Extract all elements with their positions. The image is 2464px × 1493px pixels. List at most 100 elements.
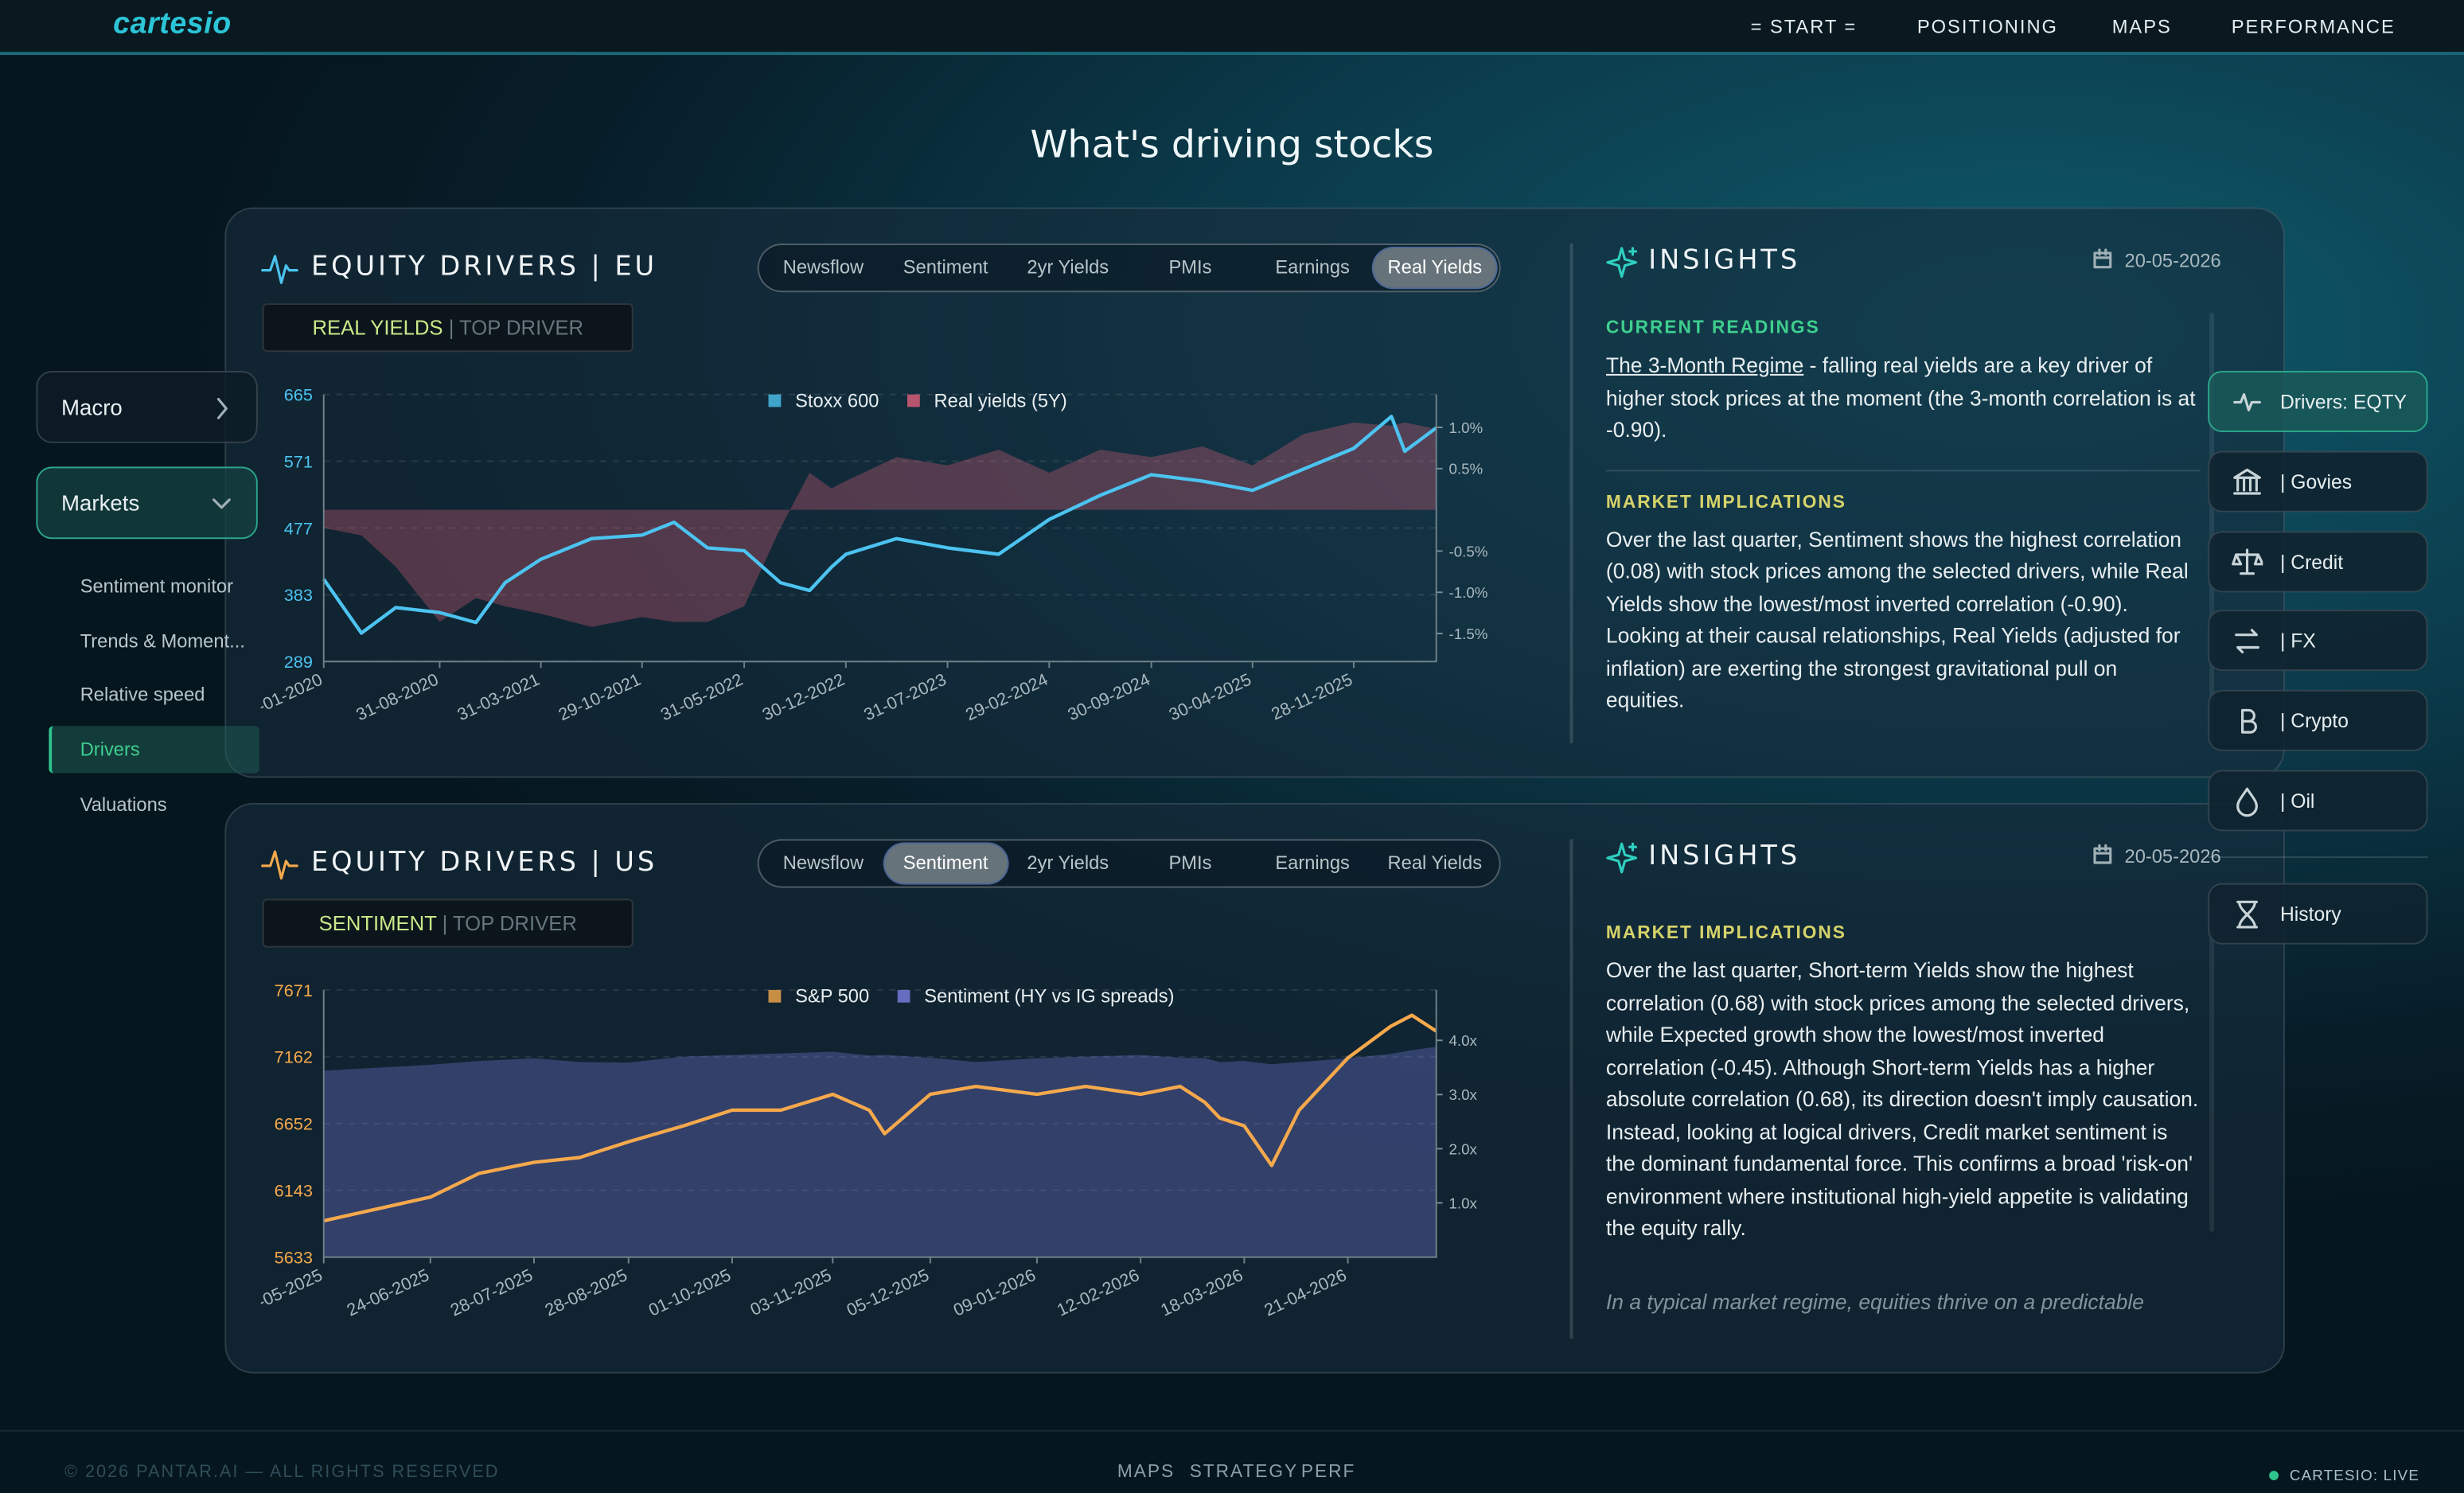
- sidebar-item[interactable]: Sentiment monitor: [80, 575, 233, 598]
- page-title: What's driving stocks: [1030, 123, 1434, 167]
- axis-frame: [322, 394, 1437, 663]
- icon-shape: [212, 498, 231, 509]
- x-tick-label: 30-09-2024: [1065, 669, 1153, 725]
- divider: [1569, 244, 1573, 743]
- y-tick-label: 5633: [275, 1247, 313, 1267]
- icon: [1606, 842, 1638, 874]
- section-text: Over the last quarter, Short-term Yields…: [1606, 955, 2200, 1245]
- right-menu-button[interactable]: Drivers: EQTY: [2208, 370, 2428, 432]
- x-tick-label: 03-11-2025: [747, 1265, 835, 1320]
- legend-swatch: [768, 394, 782, 407]
- right-menu-label: | Govies: [2279, 471, 2353, 493]
- right-menu-label: | Oil: [2279, 790, 2315, 813]
- y2-tick-label: 1.0%: [1448, 419, 1483, 436]
- x-tick-label: 31-07-2023: [860, 669, 949, 725]
- sidebar-item[interactable]: Relative speed: [80, 683, 205, 706]
- sidebar-item[interactable]: Valuations: [80, 793, 167, 816]
- y2-tick-label: 2.0x: [1448, 1140, 1477, 1157]
- sidebar-item[interactable]: Drivers: [80, 739, 140, 761]
- logo[interactable]: cartesio: [113, 7, 232, 41]
- right-menu-button[interactable]: | Oil: [2208, 770, 2428, 832]
- icon: [2233, 393, 2261, 411]
- icon-shape: [2236, 900, 2258, 929]
- insights-section: MARKET IMPLICATIONS Over the last quarter…: [1606, 914, 2200, 1245]
- nav-link[interactable]: MAPS: [2111, 15, 2172, 38]
- section-body: - falling real yields are a key driver o…: [1605, 353, 2196, 442]
- right-menu-label: Drivers: EQTY: [2279, 391, 2407, 414]
- nav-link[interactable]: PERFORMANCE: [2231, 15, 2396, 38]
- scroll-track: [2209, 312, 2215, 743]
- insights-section: CURRENT READINGS The 3-Month Regime - fal…: [1606, 310, 2200, 447]
- y-tick-label: 6143: [275, 1180, 313, 1200]
- section-text: Over the last quarter, Sentiment shows t…: [1606, 524, 2200, 717]
- regime-link[interactable]: The 3-Month Regime: [1605, 353, 1804, 377]
- tab[interactable]: 2yr Yields: [1027, 852, 1109, 874]
- section-body: Over the last quarter, Short-term Yields…: [1605, 958, 2199, 1240]
- nav-link[interactable]: POSITIONING: [1916, 15, 2058, 38]
- badge-label: | TOP DRIVER: [443, 315, 583, 340]
- nav-link[interactable]: = START =: [1750, 15, 1858, 38]
- tab[interactable]: Real Yields: [1373, 248, 1496, 288]
- copyright: © 2026 PANTAR.AI — ALL RIGHTS RESERVED: [64, 1463, 500, 1482]
- icon: [1606, 247, 1638, 279]
- x-tick-label: 18-03-2026: [1157, 1265, 1246, 1320]
- group-label: Markets: [61, 490, 140, 516]
- sidebar-group[interactable]: Macro: [36, 370, 258, 443]
- right-menu-button[interactable]: | Credit: [2208, 531, 2428, 593]
- footer-link[interactable]: PERF: [1300, 1463, 1356, 1482]
- x-tick-label: 20-05-2025: [261, 1265, 326, 1320]
- right-menu-label: History: [2279, 903, 2341, 926]
- legend-label: S&P 500: [795, 987, 869, 1008]
- badge-driver: REAL YIELDS: [312, 315, 443, 340]
- right-menu-button[interactable]: | Govies: [2208, 450, 2428, 513]
- x-tick-label: 29-10-2021: [556, 669, 644, 725]
- y-tick-label: 477: [284, 518, 313, 538]
- section-text: In a typical market regime, equities thr…: [1606, 1286, 2200, 1318]
- tab[interactable]: PMIs: [1168, 852, 1212, 874]
- y2-tick-label: 4.0x: [1448, 1032, 1477, 1049]
- y2-tick-label: 1.0x: [1448, 1195, 1477, 1211]
- group-label: Macro: [61, 394, 123, 420]
- x-tick-label: 09-01-2026: [950, 1265, 1039, 1320]
- panel-title: EQUITY DRIVERS | EU: [310, 251, 658, 283]
- y-tick-label: 383: [284, 585, 313, 605]
- icon-shape: [261, 850, 298, 880]
- y-tick-label: 7671: [275, 980, 313, 1000]
- icon: [2241, 708, 2257, 734]
- footer-link[interactable]: MAPS: [1117, 1463, 1175, 1482]
- y2-tick-label: -1.0%: [1448, 584, 1487, 601]
- x-tick-label: 28-07-2025: [447, 1265, 536, 1320]
- top-nav: cartesio = START = POSITIONING MAPS PERFORMA…: [0, 0, 2464, 56]
- badge-label: | TOP DRIVER: [436, 911, 577, 935]
- insights-title: INSIGHTS: [1648, 245, 1801, 277]
- tab[interactable]: PMIs: [1168, 255, 1212, 279]
- tab[interactable]: Real Yields: [1387, 852, 1483, 874]
- tab[interactable]: Earnings: [1275, 255, 1350, 279]
- right-menu-button[interactable]: | Crypto: [2208, 689, 2428, 751]
- active-item-bg: [49, 726, 259, 774]
- icon-shape: [2093, 844, 2112, 864]
- tab[interactable]: Newsflow: [782, 255, 864, 279]
- section-heading: CURRENT READINGS: [1605, 318, 1820, 338]
- icon-shape: [2235, 629, 2259, 653]
- sidebar-item[interactable]: Trends & Moment...: [80, 630, 245, 653]
- sidebar-group[interactable]: Markets: [36, 466, 258, 540]
- tab[interactable]: Sentiment: [903, 255, 988, 279]
- x-tick-label: 01-10-2025: [645, 1265, 734, 1320]
- tab[interactable]: Newsflow: [782, 852, 864, 874]
- right-menu-button[interactable]: | FX: [2208, 610, 2428, 672]
- x-tick-label: 28-08-2025: [542, 1265, 630, 1320]
- icon-shape: [1628, 842, 1638, 852]
- x-tick-label: 28-11-2025: [1268, 669, 1355, 724]
- icon-shape: [1628, 247, 1638, 256]
- icon: [2093, 248, 2112, 269]
- icon-shape: [2241, 708, 2257, 734]
- x-tick-label: 05-12-2025: [844, 1265, 932, 1320]
- tab-bar: Newsflow Sentiment 2yr Yields PMIs Earnings R…: [757, 839, 1501, 888]
- tab[interactable]: Sentiment: [884, 844, 1007, 883]
- footer-link[interactable]: STRATEGY: [1189, 1463, 1299, 1482]
- tab[interactable]: 2yr Yields: [1027, 255, 1109, 279]
- insights-section: MARKET IMPLICATIONS Over the last quarter…: [1605, 469, 2201, 717]
- right-menu-button[interactable]: History: [2208, 883, 2428, 945]
- tab[interactable]: Earnings: [1275, 852, 1350, 874]
